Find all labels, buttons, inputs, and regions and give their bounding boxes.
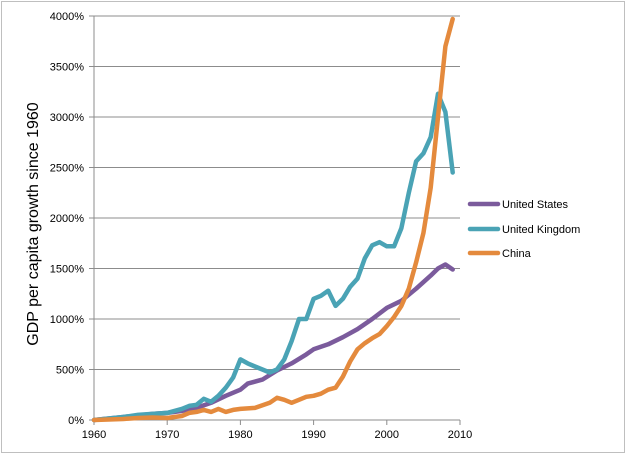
y-axis-label: GDP per capita growth since 1960 <box>25 102 42 346</box>
legend: United States United Kingdom China <box>467 199 580 260</box>
x-tick-label: 1990 <box>301 429 325 441</box>
y-tick-label: 4000% <box>50 11 84 23</box>
y-tick-label: 2000% <box>50 213 84 225</box>
x-tick-label: 2000 <box>375 429 399 441</box>
y-tick-label: 2500% <box>50 163 84 175</box>
y-tick-label: 500% <box>56 365 84 377</box>
series-line-united-states <box>91 262 455 423</box>
axes: 0% 500% 1000% 1500% 2000% 2500% 3000% 3500% 4000… <box>50 11 473 441</box>
x-tick-label: 1960 <box>82 429 106 441</box>
legend-label: United States <box>502 199 569 211</box>
legend-label: China <box>502 248 532 260</box>
x-tick-label: 2010 <box>448 429 472 441</box>
gridlines <box>94 15 460 421</box>
x-tick-label: 1970 <box>155 429 179 441</box>
y-tick-label: 1500% <box>50 264 84 276</box>
y-tick-label: 3000% <box>50 112 84 124</box>
x-tick-label: 1980 <box>228 429 252 441</box>
legend-label: United Kingdom <box>502 224 580 236</box>
series-line-united-kingdom <box>91 91 455 423</box>
series-lines <box>91 16 455 423</box>
y-tick-label: 3500% <box>50 62 84 74</box>
series-line-china <box>91 16 455 423</box>
y-tick-label: 0% <box>68 415 84 427</box>
y-tick-label: 1000% <box>50 314 84 326</box>
